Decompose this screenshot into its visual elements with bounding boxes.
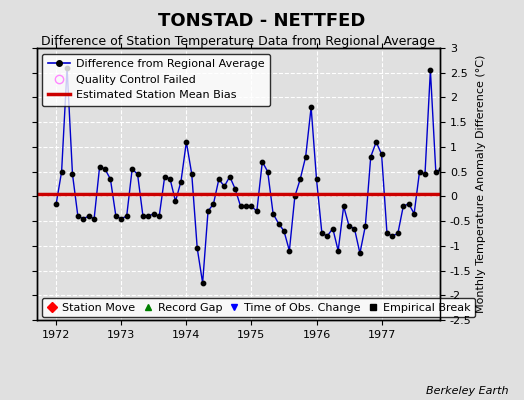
Point [139,213,147,219]
Point [209,200,217,207]
Point [258,158,267,165]
Point [236,203,245,210]
Point [345,223,353,229]
Point [150,210,158,217]
Point [383,230,391,237]
Point [117,216,125,222]
Text: TONSTAD - NETTFED: TONSTAD - NETTFED [158,12,366,30]
Point [269,210,277,217]
Point [128,166,136,172]
Point [90,216,99,222]
Point [84,213,93,219]
Point [177,178,185,185]
Legend: Station Move, Record Gap, Time of Obs. Change, Empirical Break: Station Move, Record Gap, Time of Obs. C… [42,298,475,317]
Point [296,176,304,182]
Point [307,104,315,110]
Point [52,200,60,207]
Point [350,225,358,232]
Point [329,225,337,232]
Point [144,213,152,219]
Point [377,151,386,158]
Point [275,220,283,227]
Point [366,154,375,160]
Point [280,228,288,234]
Point [171,198,180,204]
Point [394,230,402,237]
Point [199,280,207,286]
Point [421,171,429,177]
Point [106,176,115,182]
Point [242,203,250,210]
Point [133,171,141,177]
Point [247,203,256,210]
Point [79,216,88,222]
Point [231,186,239,192]
Point [334,248,342,254]
Point [68,171,77,177]
Point [432,168,440,175]
Point [426,67,434,74]
Point [291,193,299,200]
Point [372,139,380,145]
Point [101,166,109,172]
Point [166,176,174,182]
Point [356,250,364,256]
Point [182,139,191,145]
Point [388,233,397,239]
Point [188,171,196,177]
Point [204,208,212,214]
Point [399,203,408,210]
Point [264,168,272,175]
Point [215,176,223,182]
Point [220,183,228,190]
Point [225,173,234,180]
Point [361,223,369,229]
Point [416,168,424,175]
Point [112,213,120,219]
Point [312,176,321,182]
Point [410,210,418,217]
Point [63,64,71,71]
Text: Berkeley Earth: Berkeley Earth [426,386,508,396]
Point [323,233,332,239]
Point [58,168,66,175]
Y-axis label: Monthly Temperature Anomaly Difference (°C): Monthly Temperature Anomaly Difference (… [476,55,486,313]
Point [155,213,163,219]
Point [160,173,169,180]
Point [318,230,326,237]
Point [301,154,310,160]
Point [74,213,82,219]
Point [285,248,293,254]
Point [340,203,348,210]
Point [437,166,445,172]
Point [193,245,201,252]
Point [123,213,131,219]
Title: Difference of Station Temperature Data from Regional Average: Difference of Station Temperature Data f… [41,35,435,48]
Point [405,200,413,207]
Point [253,208,261,214]
Point [95,164,104,170]
